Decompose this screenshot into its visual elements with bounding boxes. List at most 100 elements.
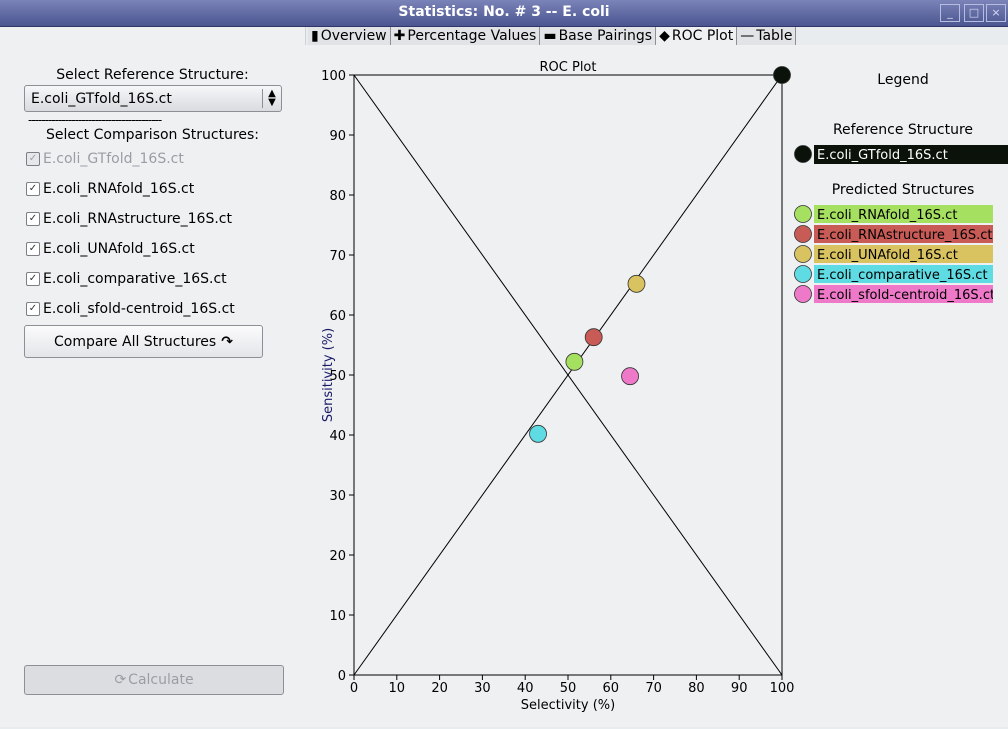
x-tick-label: 60 [603,681,620,696]
legend-predicted-swatch-5 [814,285,993,303]
legend-predicted-title: Predicted Structures [832,182,975,198]
y-tick-label: 60 [329,309,346,324]
legend-predicted-label-4: E.coli_comparative_16S.ct [817,268,988,283]
legend-predicted-marker-4 [794,265,812,283]
tab-base-pairings[interactable]: ▬ Base Pairings [540,27,657,46]
window-title: Statistics: No. # 3 -- E. coli [398,4,610,20]
comparison-checkbox-label: E.coli_UNAfold_16S.ct [43,241,195,257]
tab-label: ROC Plot [671,28,734,44]
y-tick-label: 30 [329,489,346,504]
comparison-checkbox-6[interactable]: ✓ E.coli_sfold-centroid_16S.ct [26,299,235,319]
legend-predicted-label-2: E.coli_RNAstructure_16S.ct [817,228,993,243]
tab-label: Overview [320,28,387,44]
comparison-checkbox-label: E.coli_comparative_16S.ct [43,271,227,287]
roc-point-3 [584,328,603,347]
legend-predicted-marker-3 [794,245,812,263]
reference-structure-label: Select Reference Structure: [56,67,249,83]
legend-predicted-swatch-2 [814,225,993,243]
x-tick-label: 90 [731,681,748,696]
comparison-checkbox-2[interactable]: ✓ E.coli_RNAfold_16S.ct [26,179,194,199]
calculate-button[interactable]: ⟳ Calculate [24,665,284,695]
legend-reference-swatch [814,145,1008,164]
legend-reference-title: Reference Structure [833,122,973,138]
checkbox-check-icon[interactable]: ✓ [26,272,40,286]
tab-label: Table [756,28,793,44]
x-axis-label: Selectivity (%) [521,698,615,713]
legend-predicted-label-1: E.coli_RNAfold_16S.ct [817,208,957,223]
x-tick-label: 30 [474,681,491,696]
x-tick-label: 10 [389,681,406,696]
checkbox-check-icon[interactable]: ✓ [26,182,40,196]
x-tick-label: 40 [517,681,534,696]
tab-label: Percentage Values [407,28,537,44]
left-panel: Select Reference Structure: E.coli_GTfol… [0,27,306,727]
legend-predicted-label-5: E.coli_sfold-centroid_16S.ct [817,288,995,303]
x-tick-label: 0 [350,681,358,696]
legend-predicted-swatch-1 [814,205,993,223]
y-tick-label: 100 [321,69,346,84]
roc-point-2 [565,352,584,371]
tab-overview[interactable]: ▮ Overview [308,27,391,46]
legend-predicted-label-3: E.coli_UNAfold_16S.ct [817,248,958,263]
anti-diagonal-line [353,74,783,676]
reference-structure-select[interactable]: E.coli_GTfold_16S.ct ▲ ▼ [24,85,282,112]
comparison-checkbox-3[interactable]: ✓ E.coli_RNAstructure_16S.ct [26,209,232,229]
comparison-checkbox-label: E.coli_sfold-centroid_16S.ct [43,301,235,317]
comparison-structures-label: Select Comparison Structures: [45,127,260,143]
comparison-checkbox-label: E.coli_RNAfold_16S.ct [43,181,195,197]
tab-bar: ▮ Overview ✚ Percentage Values ▬ Base Pairing… [308,27,797,46]
checkbox-check-icon[interactable]: ✓ [26,212,40,226]
legend-clip [993,205,1008,310]
legend-predicted-swatch-4 [814,265,993,283]
x-tick-label: 70 [645,681,662,696]
legend-reference-label: E.coli_GTfold_16S.ct [817,148,948,163]
roc-point-4 [627,274,646,293]
redo-arrow-icon: ↷ [221,333,233,350]
y-tick-label: 90 [329,129,346,144]
close-icon[interactable]: × [986,4,1006,22]
legend-reference-marker [794,145,812,163]
x-tick-label: 80 [688,681,705,696]
roc-point-1 [773,66,791,84]
y-tick-label: 0 [338,669,346,684]
plus-icon: ✚ [393,28,406,44]
calculate-label: Calculate [128,672,194,688]
line-icon: — [740,28,755,44]
y-tick-label: 50 [329,369,346,384]
roc-chart: 0 10 20 30 40 50 60 70 80 90 100 0 10 20 30 40 50 60 70 80 9… [321,60,1008,713]
maximize-icon[interactable]: □ [964,4,984,22]
bar-icon: ▬ [543,28,557,44]
y-tick-label: 10 [329,609,346,624]
minimize-icon[interactable]: _ [940,4,960,22]
checkbox-check-icon: ✓ [26,152,40,166]
comparison-checkbox-label: E.coli_RNAstructure_16S.ct [43,211,232,227]
comparison-checkbox-1: ✓ E.coli_GTfold_16S.ct [26,149,184,169]
y-tick-label: 70 [329,249,346,264]
x-tick-label: 50 [560,681,577,696]
document-icon: ▮ [311,28,319,44]
comparison-checkbox-4[interactable]: ✓ E.coli_UNAfold_16S.ct [26,239,195,259]
x-tick-label: 20 [431,681,448,696]
comparison-checkbox-5[interactable]: ✓ E.coli_comparative_16S.ct [26,269,227,289]
spinner-arrows-icon[interactable]: ▲ ▼ [262,89,281,108]
tab-table[interactable]: — Table [737,27,797,46]
y-axis-label: Sensitivity (%) [321,328,336,422]
chart-title: ROC Plot [540,60,597,75]
legend-predicted-marker-5 [794,285,812,303]
checkbox-check-icon[interactable]: ✓ [26,242,40,256]
separator: ---------------------------------------- [28,113,162,127]
y-tick-label: 40 [329,429,346,444]
legend-predicted-swatch-3 [814,245,993,263]
compare-all-button[interactable]: Compare All Structures ↷ [24,325,263,358]
y-tick-label: 20 [329,549,346,564]
tab-percentage-values[interactable]: ✚ Percentage Values [390,27,541,46]
diamond-arrows-icon: ◆ [659,28,670,44]
tab-label: Base Pairings [558,28,653,44]
compare-all-label: Compare All Structures [54,333,217,350]
tab-roc-plot[interactable]: ◆ ROC Plot [656,27,738,45]
reference-structure-value: E.coli_GTfold_16S.ct [31,91,172,107]
checkbox-check-icon[interactable]: ✓ [26,302,40,316]
x-tick-label: 100 [770,681,795,696]
roc-point-6 [621,367,639,386]
roc-point-5 [529,424,547,443]
